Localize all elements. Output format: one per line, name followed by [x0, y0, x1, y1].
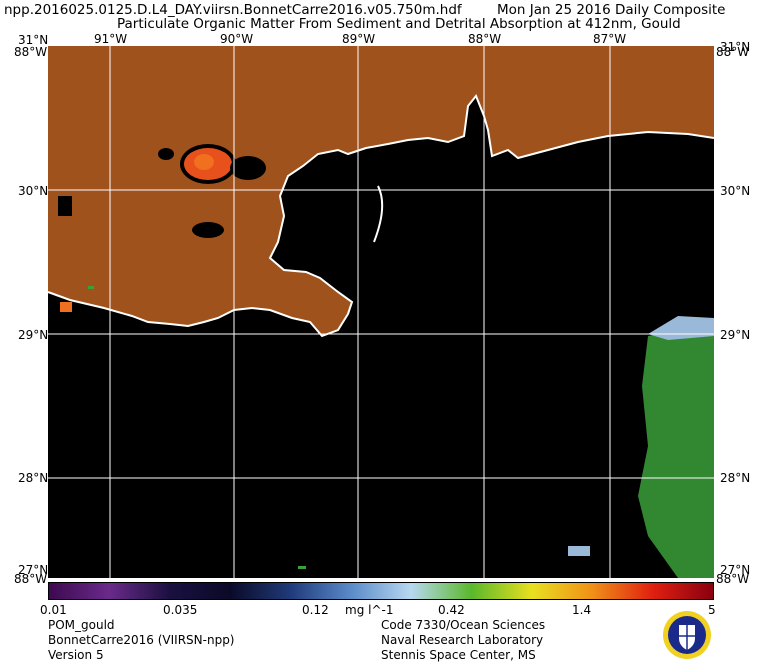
lon-label-top-87: 87°W	[593, 32, 627, 46]
footer-lab: Naval Research Laboratory	[381, 633, 544, 647]
coastal-lake-1	[58, 196, 72, 216]
blue-patch-south	[568, 546, 590, 556]
lat-label-right-27: 27°N	[720, 563, 751, 577]
corner-label-bottom-right: 88°W	[716, 572, 750, 586]
corner-label-top-right: 88°W	[716, 45, 750, 59]
atchafalaya-plume	[60, 302, 72, 312]
graticule	[48, 46, 714, 578]
colorbar-label-5: 5	[708, 603, 716, 617]
mobile-bay	[470, 106, 490, 158]
west-lake	[192, 222, 224, 238]
lon-label-top-90: 90°W	[220, 32, 254, 46]
lon-label-top-89: 89°W	[342, 32, 376, 46]
green-speck-1	[88, 286, 94, 289]
coastline	[48, 94, 714, 338]
lat-label-right-30: 30°N	[720, 184, 751, 198]
green-patch-east	[638, 322, 714, 578]
footer-version: Version 5	[48, 648, 104, 662]
colorbar-label-2: 0.12	[302, 603, 329, 617]
nrl-seal-logo	[663, 611, 711, 659]
footer-product: POM_gould	[48, 618, 115, 632]
file-name: npp.2016025.0125.D.L4_DAY.viirsn.BonnetC…	[4, 2, 462, 18]
colorbar-label-4: 1.4	[572, 603, 592, 617]
corner-label-bottom-left: 88°W	[14, 572, 48, 586]
colorbar-label-0: 0.01	[40, 603, 67, 617]
lake-maurepas	[158, 148, 174, 160]
lat-label-left-28: 28°N	[18, 471, 49, 485]
lat-label-left-27: 27°N	[18, 563, 49, 577]
footer-code: Code 7330/Ocean Sciences	[381, 618, 546, 632]
plume-core	[194, 154, 214, 170]
lat-label-left-30: 30°N	[18, 184, 49, 198]
satellite-map	[48, 46, 714, 578]
green-speck-2	[298, 566, 306, 569]
lat-label-left-29: 29°N	[18, 328, 49, 342]
lat-label-left-31: 31°N	[18, 33, 49, 47]
corner-label-top-left: 88°W	[14, 45, 48, 59]
lake-borgne	[230, 156, 266, 180]
product-title: Particulate Organic Matter From Sediment…	[117, 16, 681, 32]
lat-label-right-29: 29°N	[720, 328, 751, 342]
colorbar-units: mg l^-1	[345, 603, 394, 617]
colorbar-label-1: 0.035	[163, 603, 198, 617]
colorbar-label-3: 0.42	[438, 603, 465, 617]
lat-label-right-28: 28°N	[720, 471, 751, 485]
footer-location: Stennis Space Center, MS	[381, 648, 536, 662]
land-mass	[48, 46, 714, 336]
footer-dataset: BonnetCarre2016 (VIIRSN-npp)	[48, 633, 235, 647]
color-scale-bar	[48, 582, 714, 600]
lon-label-top-91: 91°W	[94, 32, 128, 46]
lat-label-right-31: 31°N	[720, 40, 751, 54]
lon-label-top-88: 88°W	[468, 32, 502, 46]
composite-date: Mon Jan 25 2016 Daily Composite	[497, 2, 726, 18]
